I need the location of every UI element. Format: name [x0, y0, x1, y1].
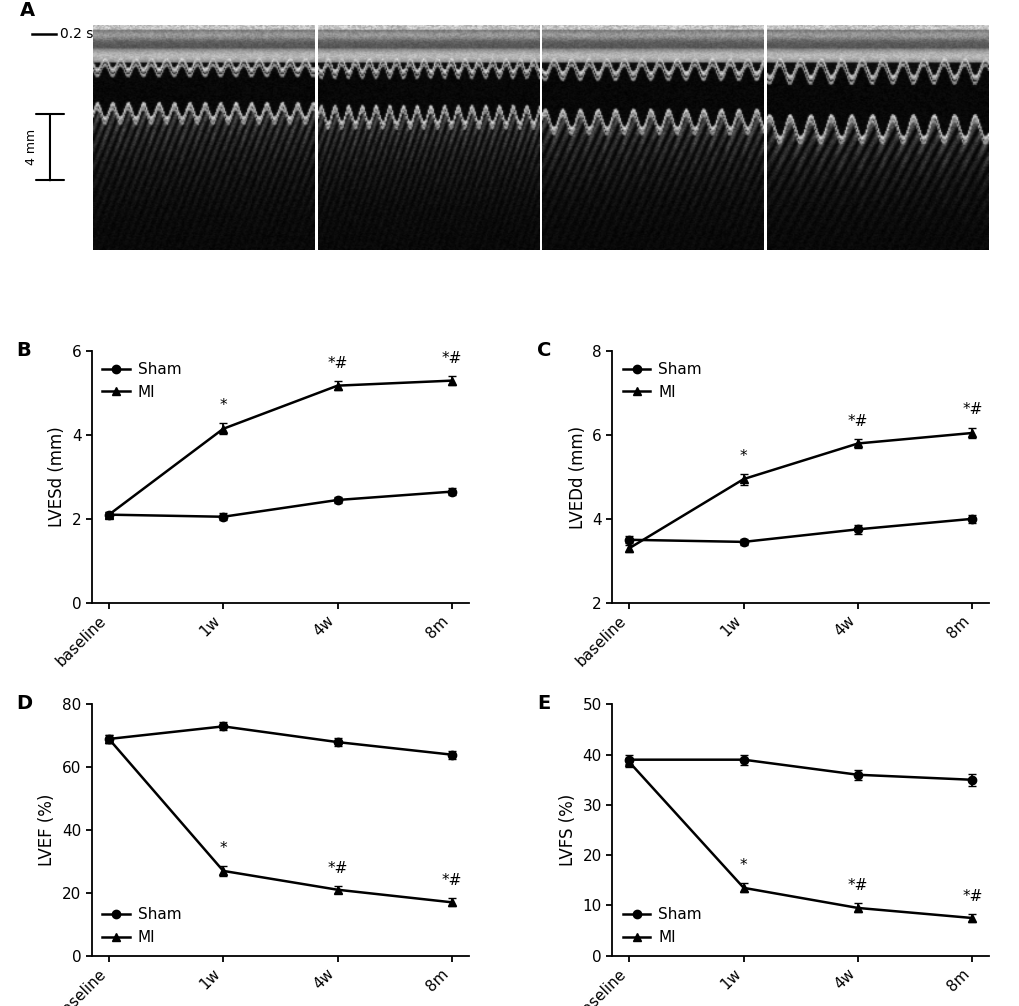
Text: A: A: [20, 1, 36, 20]
Y-axis label: LVEF (%): LVEF (%): [39, 794, 56, 866]
Legend: Sham, MI: Sham, MI: [99, 359, 184, 402]
Text: D: D: [16, 694, 33, 713]
Text: *: *: [739, 858, 747, 873]
Y-axis label: LVFS (%): LVFS (%): [558, 794, 577, 866]
Text: *#: *#: [441, 873, 462, 888]
Text: *: *: [219, 398, 227, 413]
Text: E: E: [536, 694, 549, 713]
Y-axis label: LVESd (mm): LVESd (mm): [48, 427, 66, 527]
Text: C: C: [536, 341, 550, 360]
Legend: Sham, MI: Sham, MI: [620, 359, 704, 402]
Text: 0.2 s: 0.2 s: [60, 27, 93, 41]
Text: 4 mm: 4 mm: [24, 130, 38, 165]
Text: *#: *#: [327, 861, 347, 876]
Text: *#: *#: [961, 889, 981, 904]
Text: *: *: [219, 841, 227, 856]
Legend: Sham, MI: Sham, MI: [99, 904, 184, 948]
Text: *#: *#: [327, 356, 347, 371]
Text: *#: *#: [847, 413, 867, 429]
Text: *#: *#: [441, 351, 462, 366]
Text: *#: *#: [847, 878, 867, 893]
Legend: Sham, MI: Sham, MI: [620, 904, 704, 948]
Text: *#: *#: [961, 402, 981, 417]
Y-axis label: LVEDd (mm): LVEDd (mm): [568, 426, 586, 528]
Text: B: B: [16, 341, 32, 360]
Text: *: *: [739, 449, 747, 464]
